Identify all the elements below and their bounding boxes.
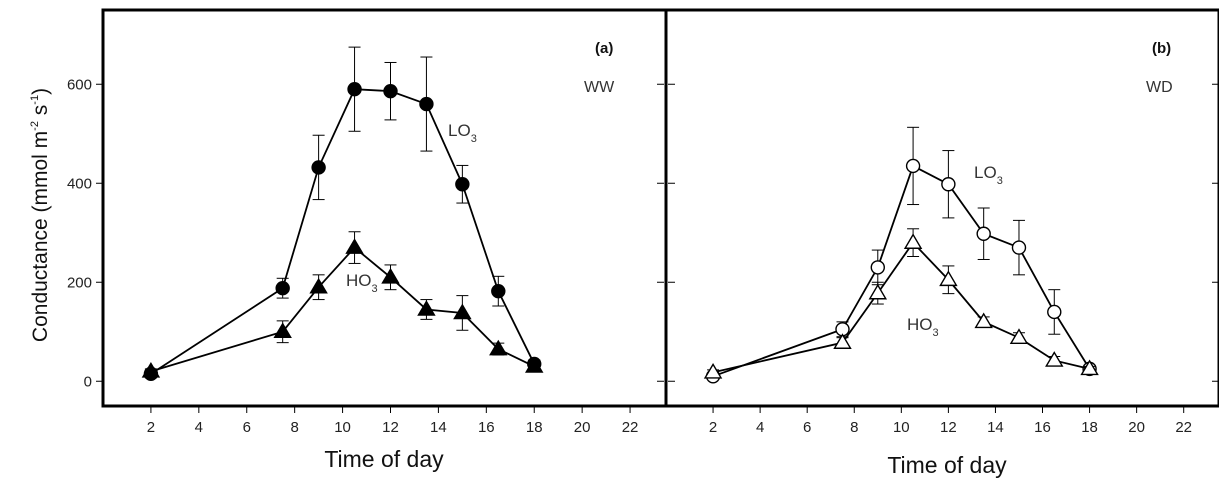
x-tick-label-b: 20 [1128, 419, 1145, 436]
series-ho3-a-point [525, 357, 544, 373]
x-tick-label-a: 2 [147, 419, 155, 436]
series-lo3-a-point [275, 280, 290, 296]
series-ho3-b-point [1009, 328, 1029, 344]
series-ho3-b-point [703, 362, 723, 379]
series-lo3-a-point [455, 177, 470, 192]
y-tick-label: 600 [67, 76, 92, 93]
x-tick-label-a: 22 [622, 419, 639, 436]
series-ho3-a-point [345, 238, 364, 254]
x-tick-label-b: 16 [1034, 419, 1051, 436]
treatment-label-b: WD [1146, 79, 1173, 96]
series-label-ho3-b: HO3 [907, 315, 939, 339]
x-tick-label-a: 10 [334, 419, 351, 436]
x-tick-label-b: 10 [893, 419, 910, 436]
x-tick-label-b: 14 [987, 419, 1004, 436]
series-lo3-b-point [905, 158, 921, 174]
series-ho3-a-point [453, 303, 472, 320]
series-ho3-a-point [381, 267, 400, 284]
series-ho3-a-point [489, 339, 508, 356]
x-tick-label-a: 18 [526, 419, 543, 436]
series-label-lo3-a: LO3 [448, 121, 477, 145]
series-ho3-b-point [868, 283, 888, 300]
series-lo3-b-point [1047, 304, 1062, 320]
x-tick-label-a: 20 [574, 419, 591, 436]
x-axis-title-a: Time of day [324, 446, 444, 472]
y-tick-label: 0 [84, 373, 92, 390]
series-lo3-a-point [491, 283, 506, 299]
x-tick-label-b: 12 [940, 419, 957, 436]
series-ho3-a-point [309, 277, 328, 294]
panel-label-b: (b) [1152, 40, 1171, 57]
x-tick-label-a: 12 [382, 419, 399, 436]
series-ho3-b-point [1080, 359, 1099, 376]
series-lo3-b-point [870, 260, 885, 275]
series-lo3-a-point [311, 160, 326, 175]
series-lo3-a-point [383, 83, 398, 99]
series-label-ho3-a: HO3 [346, 271, 378, 295]
panel-a-plot: 2 4 6 8 10 12 14 16 18 20 22 0 200 400 600 [67, 46, 664, 436]
x-tick-label-a: 8 [290, 419, 298, 436]
x-tick-label-a: 14 [430, 419, 447, 436]
x-axis-title-b: Time of day [887, 452, 1007, 478]
x-tick-label-a: 16 [478, 419, 495, 436]
x-tick-label-a: 6 [243, 419, 251, 436]
series-lo3-a-point [419, 96, 434, 112]
series-lo3-b-point [976, 226, 991, 241]
y-tick-label: 400 [67, 175, 92, 192]
series-lo3-a-point [347, 81, 362, 97]
series-ho3-b-point [833, 333, 852, 349]
y-tick-label: 200 [67, 274, 92, 291]
series-ho3-a-point [273, 322, 292, 339]
series-ho3-b-point [974, 312, 993, 329]
x-tick-label-a: 4 [195, 419, 203, 436]
series-ho3-b-point [1045, 351, 1064, 367]
panel-label-a: (a) [595, 40, 613, 57]
x-tick-label-b: 2 [709, 419, 717, 436]
series-lo3-b-point [1011, 240, 1027, 255]
series-ho3-b-line [712, 241, 1090, 374]
series-ho3-a-point [417, 300, 436, 316]
x-tick-label-b: 18 [1081, 419, 1098, 436]
series-ho3-a-line [150, 246, 535, 373]
series-lo3-b-line [712, 164, 1091, 378]
series-lo3-b-point [941, 177, 956, 192]
series-lo3-a-line [150, 88, 536, 375]
series-ho3-b-point [939, 270, 958, 287]
x-tick-label-b: 8 [850, 419, 858, 436]
series-ho3-a-point [141, 361, 161, 378]
x-tick-label-b: 22 [1175, 419, 1192, 436]
x-tick-label-b: 4 [756, 419, 764, 436]
x-tick-label-b: 6 [803, 419, 811, 436]
panel-b-frame [664, 8, 1219, 408]
panel-b-plot: 2 4 6 8 10 12 14 16 18 20 22 [668, 83, 1219, 436]
panel-a-frame [101, 8, 668, 408]
treatment-label-a: WW [584, 79, 615, 96]
y-axis-title: Conductance (mmol m-2 s-1) [29, 88, 52, 342]
series-ho3-b-point [903, 233, 923, 249]
series-label-lo3-b: LO3 [974, 163, 1003, 187]
